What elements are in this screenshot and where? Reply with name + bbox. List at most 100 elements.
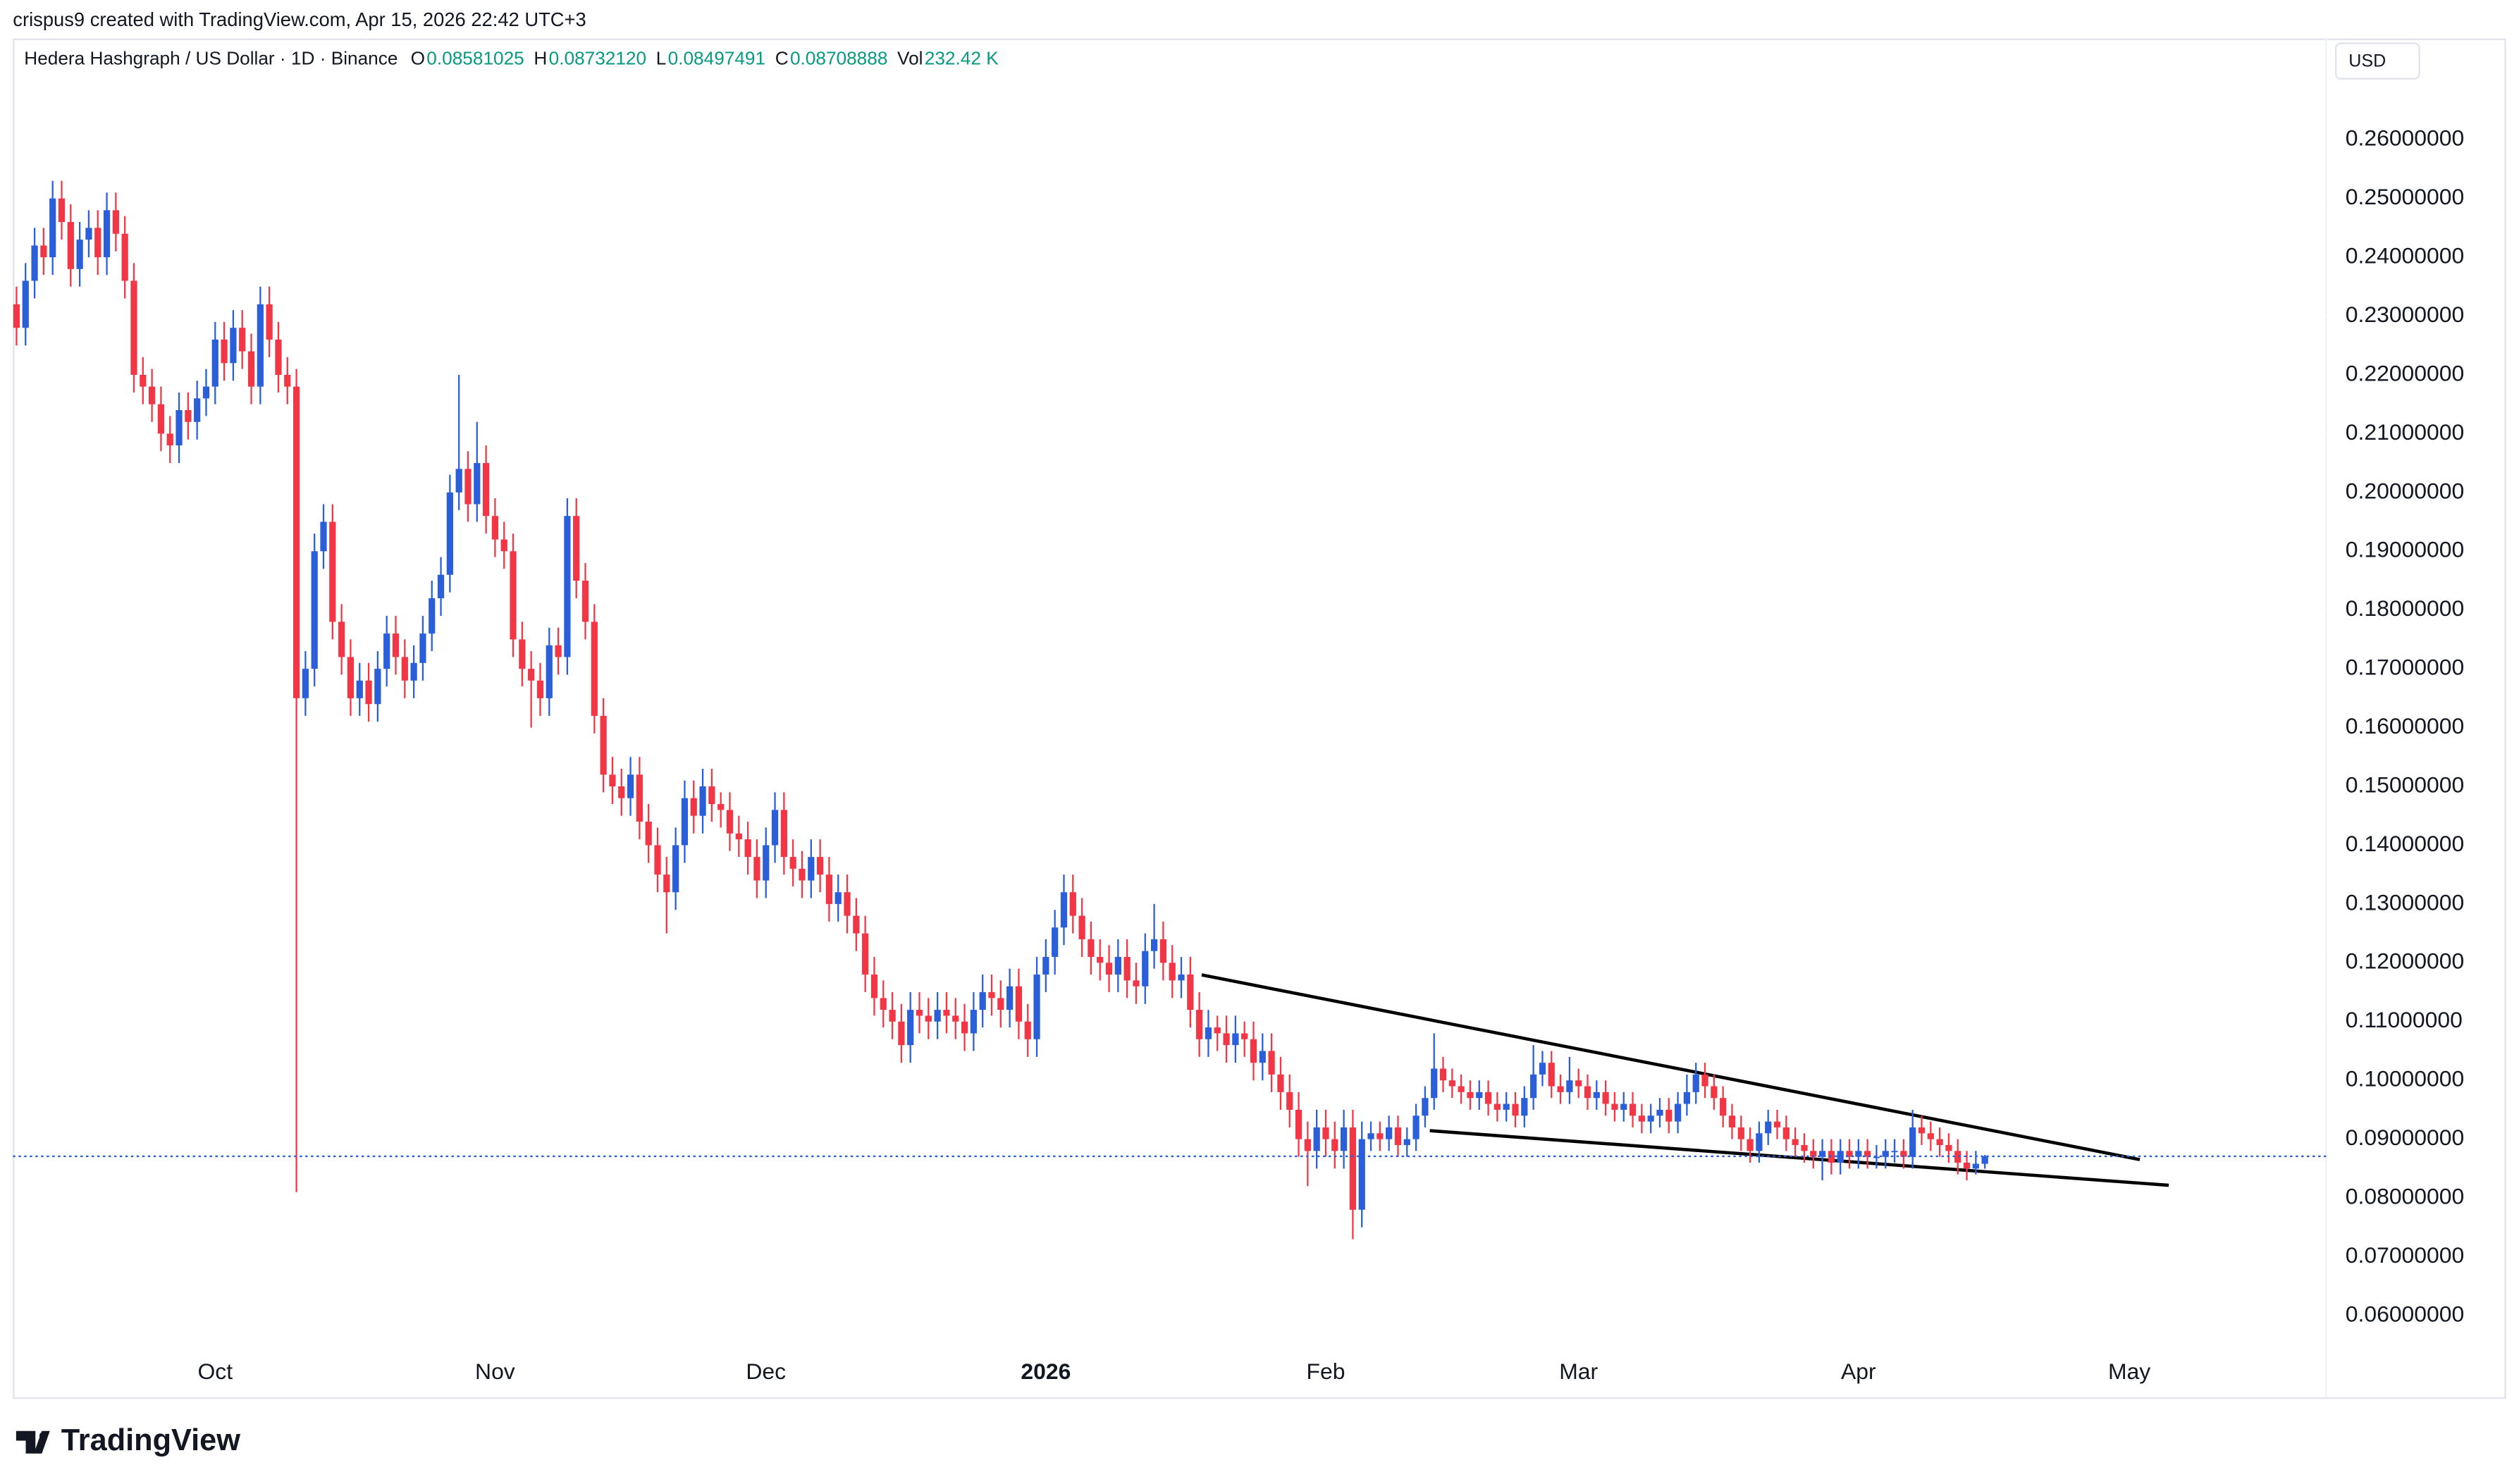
candle-body xyxy=(221,339,228,364)
candle-body xyxy=(600,715,607,775)
candle-body xyxy=(1493,1103,1501,1110)
y-tick-label: 0.26000000 xyxy=(2346,125,2465,151)
candle-body xyxy=(474,463,481,505)
candle-body xyxy=(898,1021,905,1046)
brand-name: TradingView xyxy=(61,1423,241,1457)
candle-body xyxy=(663,874,670,893)
y-tick-label: 0.08000000 xyxy=(2346,1183,2465,1208)
candle-body xyxy=(1150,939,1158,951)
candle-body xyxy=(1187,975,1194,1010)
y-tick-label: 0.22000000 xyxy=(2346,360,2465,385)
y-tick-label: 0.10000000 xyxy=(2346,1066,2465,1092)
candle-body xyxy=(735,833,742,840)
chart-title: Hedera Hashgraph / US Dollar · 1D · Bina… xyxy=(24,47,398,68)
candle-body xyxy=(1060,892,1068,928)
candle-body xyxy=(1133,980,1140,987)
candle-body xyxy=(555,645,562,657)
candle-body xyxy=(916,1010,923,1016)
candle-body xyxy=(1575,1080,1582,1087)
candle-body xyxy=(717,804,725,810)
candle-body xyxy=(1855,1151,1862,1157)
candle-body xyxy=(1033,975,1040,1039)
candle-body xyxy=(834,892,842,904)
candle-body xyxy=(1467,1092,1474,1099)
candle-body xyxy=(1006,986,1014,1010)
x-tick-label: Mar xyxy=(1559,1359,1598,1384)
y-tick-label: 0.06000000 xyxy=(2346,1301,2465,1326)
legend-label: Vol xyxy=(897,47,923,68)
candle-body xyxy=(1024,1021,1031,1039)
candle-body xyxy=(1178,975,1185,981)
candle-body xyxy=(1313,1127,1320,1151)
currency-badge[interactable] xyxy=(2334,42,2420,80)
candle-body xyxy=(880,998,887,1010)
candle-body xyxy=(1801,1144,1808,1151)
candle-body xyxy=(1159,939,1167,963)
x-tick-label: Dec xyxy=(746,1359,786,1384)
candle-body xyxy=(726,810,734,834)
candle-body xyxy=(112,210,119,234)
candle-body xyxy=(1692,1074,1699,1092)
legend-value: 0.08732120 xyxy=(549,47,646,68)
candle-body xyxy=(1539,1063,1546,1075)
candle-body xyxy=(825,874,833,904)
candle-body xyxy=(1620,1103,1627,1110)
candle-body xyxy=(1602,1092,1609,1104)
candle-body xyxy=(934,1010,941,1022)
candle-body xyxy=(1322,1127,1329,1139)
y-tick-label: 0.14000000 xyxy=(2346,831,2465,856)
y-tick-label: 0.18000000 xyxy=(2346,595,2465,621)
candle-body xyxy=(67,222,74,269)
candle-body xyxy=(1927,1133,1934,1139)
candle-body xyxy=(338,622,345,657)
candle-body xyxy=(383,633,390,669)
candle-body xyxy=(1331,1139,1338,1151)
candle-body xyxy=(1439,1068,1447,1081)
candle-body xyxy=(1584,1086,1591,1099)
candle-body xyxy=(771,810,779,846)
candle-body xyxy=(356,680,363,698)
candle-body xyxy=(1476,1092,1483,1099)
currency-label[interactable]: USD xyxy=(2348,51,2386,70)
candle-body xyxy=(1900,1151,1907,1157)
candle-body xyxy=(925,1015,932,1022)
candle-body xyxy=(392,633,400,657)
candle-body xyxy=(1052,927,1059,957)
candle-body xyxy=(1304,1139,1311,1151)
candle-body xyxy=(239,328,246,352)
y-tick-label: 0.23000000 xyxy=(2346,302,2465,327)
candle-body xyxy=(1728,1115,1736,1127)
candle-body xyxy=(681,798,689,846)
candle-body xyxy=(952,1015,959,1022)
candle-body xyxy=(1557,1086,1564,1092)
candle-body xyxy=(1530,1074,1537,1099)
candle-body xyxy=(519,639,526,669)
candle-body xyxy=(690,798,697,816)
legend-value: 0.08708888 xyxy=(790,47,887,68)
legend-value: 0.08497491 xyxy=(668,47,765,68)
candle-body xyxy=(1665,1109,1673,1122)
candle-body xyxy=(564,516,571,657)
candle-body xyxy=(1241,1033,1248,1039)
candle-body xyxy=(22,280,29,328)
candle-body xyxy=(1105,963,1113,975)
candle-body xyxy=(1701,1074,1708,1087)
y-tick-label: 0.15000000 xyxy=(2346,772,2465,797)
candle-body xyxy=(618,786,625,798)
candle-body xyxy=(284,374,291,387)
x-tick-label: May xyxy=(2108,1359,2150,1384)
legend-value: 0.08581025 xyxy=(426,47,524,68)
candle-body xyxy=(311,551,318,669)
candle-body xyxy=(40,245,47,258)
candle-body xyxy=(997,998,1004,1010)
candle-body xyxy=(1123,956,1131,981)
candle-body xyxy=(1205,1027,1212,1039)
candle-body xyxy=(627,774,634,798)
candle-body xyxy=(1566,1080,1573,1092)
candle-body xyxy=(1394,1127,1402,1145)
candle-body xyxy=(1954,1151,1961,1163)
logo-dot xyxy=(39,1431,48,1440)
candle-body xyxy=(844,892,851,916)
candle-body xyxy=(1656,1109,1663,1116)
